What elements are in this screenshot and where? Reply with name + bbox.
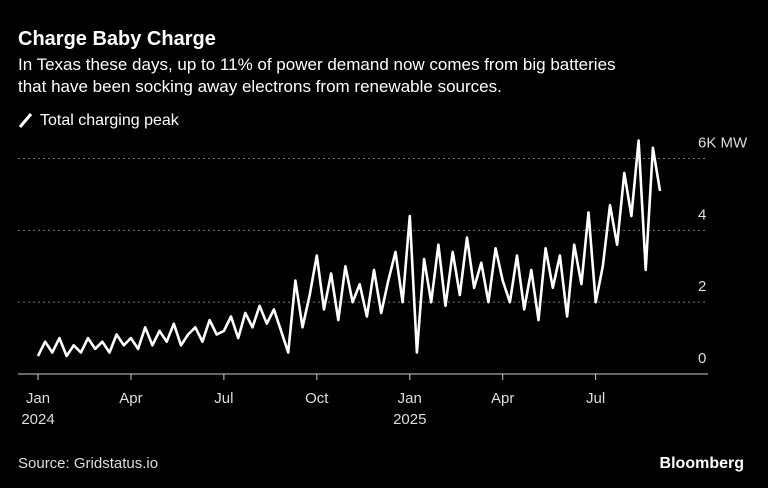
y-tick-label: 4 <box>698 206 706 223</box>
source: Source: Gridstatus.io <box>18 455 158 472</box>
legend-label: Total charging peak <box>40 112 180 129</box>
subtitle: In Texas these days, up to 11% of power … <box>18 55 616 74</box>
x-tick-label: Apr <box>491 390 514 407</box>
line <box>36 139 662 358</box>
y-tick-label: 6K MW <box>698 135 748 152</box>
x-tick-label: Oct <box>305 390 329 407</box>
x-tick-label: Jan 2025 <box>393 390 426 428</box>
x-tick-label: Jan 2024 <box>21 390 54 428</box>
y-tick-label: 0 <box>698 350 706 367</box>
chart-title: Charge Baby Charge <box>18 28 216 50</box>
legend-swatch <box>18 113 33 128</box>
subtitle: that have been socking away electrons fr… <box>18 77 502 96</box>
x-tick-label: Jul <box>214 390 233 407</box>
y-tick-label: 2 <box>698 278 706 295</box>
x-tick-label: Apr <box>119 390 142 407</box>
brand: Bloomberg <box>660 455 744 472</box>
x-tick-label: Jul <box>586 390 605 407</box>
